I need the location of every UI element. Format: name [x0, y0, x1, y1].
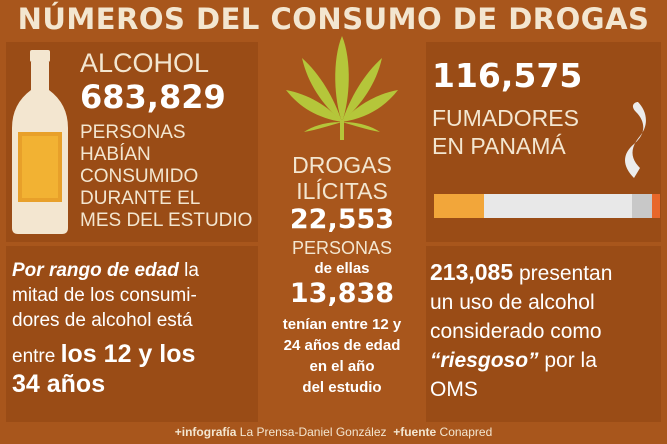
cigarette-icon	[434, 194, 660, 218]
risk-text-2: un uso de alcohol	[430, 291, 595, 314]
risk-panel: 213,085 presentan un uso de alcohol cons…	[426, 246, 661, 422]
drugs-description: tenían entre 12 y 24 años de edad en el …	[262, 314, 422, 398]
age-text-3: dores de alcohol está	[12, 310, 193, 331]
drugs-line: en el año	[309, 358, 375, 375]
credit-fuente-value: Conapred	[439, 425, 493, 439]
bottle-icon	[12, 50, 68, 234]
drugs-number: 22,553	[289, 204, 395, 235]
smokers-line-1: FUMADORES	[432, 105, 579, 131]
smokers-line-2: EN PANAMÁ	[432, 133, 566, 159]
age-panel: Por rango de edad la mitad de los consum…	[6, 246, 258, 422]
age-range: entre los 12 y los	[12, 340, 195, 369]
drugs-title: DROGAS ILÍCITAS	[262, 152, 422, 204]
smoke-icon	[625, 102, 646, 178]
credit-infografia-label: +infografía	[174, 425, 237, 439]
smokers-panel: 116,575 FUMADORES EN PANAMÁ	[426, 42, 661, 242]
alcohol-line: HABÍAN	[80, 144, 151, 165]
drugs-line: tenían entre 12 y	[282, 316, 402, 333]
alcohol-line: CONSUMIDO	[80, 166, 199, 187]
risk-text-5: OMS	[430, 378, 478, 401]
alcohol-line: DURANTE EL	[80, 188, 201, 209]
drugs-number-2: 13,838	[289, 278, 395, 309]
drugs-line: del estudio	[302, 379, 382, 396]
cannabis-leaf-icon	[286, 36, 398, 140]
credits: +infografía La Prensa-Daniel González +f…	[0, 425, 667, 439]
alcohol-number: 683,829	[80, 78, 226, 116]
page-title: NÚMEROS DEL CONSUMO DE DROGAS	[17, 2, 650, 36]
age-text-4: entre	[12, 346, 56, 367]
age-bold-2: 34 años	[12, 370, 106, 398]
alcohol-line: MES DEL ESTUDIO	[80, 210, 253, 231]
drugs-de-ellas: de ellas	[314, 260, 370, 277]
credit-infografia-value: La Prensa-Daniel González	[239, 425, 387, 439]
drugs-personas: PERSONAS	[291, 238, 393, 258]
age-text-2: mitad de los consumi-	[12, 285, 197, 306]
smokers-number: 116,575	[432, 56, 583, 95]
risk-text-4: por la	[544, 349, 597, 372]
drugs-label-2: ILÍCITAS	[296, 178, 388, 204]
risk-text: 213,085 presentan un uso de alcohol cons…	[430, 258, 660, 404]
credit-fuente-label: +fuente	[393, 425, 437, 439]
age-bold-1: los 12 y los	[60, 340, 196, 368]
smokers-description: FUMADORES EN PANAMÁ	[432, 104, 579, 160]
risk-text-1: presentan	[518, 262, 613, 285]
drugs-line: 24 años de edad	[283, 337, 401, 354]
alcohol-panel: ALCOHOL 683,829 PERSONAS HABÍAN CONSUMID…	[6, 42, 258, 242]
risk-emphasis: “riesgoso”	[430, 349, 539, 372]
risk-number: 213,085	[430, 259, 514, 285]
age-emphasis: Por rango de edad	[12, 260, 179, 281]
risk-text-3: considerado como	[430, 320, 602, 343]
alcohol-line: PERSONAS	[80, 122, 186, 143]
drugs-panel: DROGAS ILÍCITAS 22,553 PERSONAS de ellas…	[262, 36, 422, 422]
age-text: Por rango de edad la mitad de los consum…	[12, 258, 256, 333]
age-text-1: la	[184, 260, 199, 281]
alcohol-label: ALCOHOL	[80, 48, 210, 78]
drugs-label-1: DROGAS	[292, 152, 392, 178]
alcohol-description: PERSONAS HABÍAN CONSUMIDO DURANTE EL MES…	[80, 122, 252, 232]
